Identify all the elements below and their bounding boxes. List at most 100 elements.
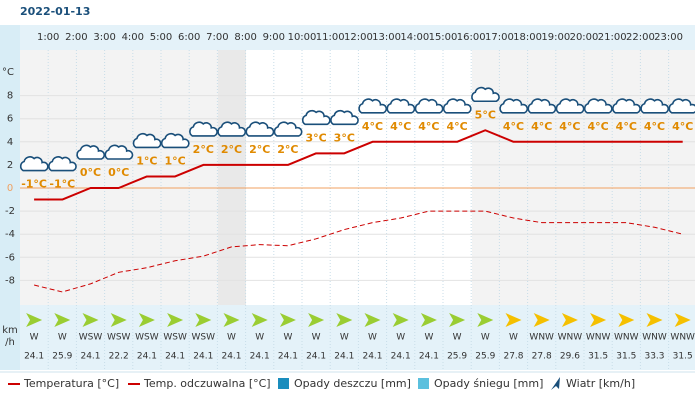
y-tick-label: -8 [5, 275, 15, 286]
legend-label: Opady śniegu [mm] [434, 377, 543, 390]
wind-speed: 33.3 [644, 352, 664, 362]
hour-label: 15:00 [429, 32, 458, 43]
wind-arrow [590, 313, 607, 327]
wind-direction: WSW [79, 333, 103, 343]
y-tick-label: 0 [7, 183, 13, 194]
cloud-icon [358, 98, 388, 114]
wind-arrow [561, 313, 578, 327]
dawn-bg [218, 50, 246, 305]
wind-arrow [674, 313, 691, 327]
cloud-icon [273, 121, 303, 137]
temp-label: 4°C [503, 120, 524, 133]
cloud-icon [160, 133, 190, 149]
date: 2022-01-13 [20, 5, 90, 18]
temp-label: 5°C [475, 108, 496, 121]
wind-arrow [477, 313, 494, 327]
y-tick-label: -4 [5, 229, 15, 240]
wind-arrow [336, 313, 353, 327]
wind-speed: 24.1 [221, 352, 241, 362]
hour-label: 14:00 [400, 32, 429, 43]
temp-label: 4°C [616, 120, 637, 133]
legend-swatch [551, 377, 560, 390]
cloud-icon [386, 98, 416, 114]
wind-direction: W [283, 333, 292, 343]
hour-label: 10:00 [288, 32, 317, 43]
y-tick-label: 2 [7, 160, 13, 171]
wind-direction: W [453, 333, 462, 343]
y-tick-label: 6 [7, 114, 13, 125]
wind-direction: WSW [163, 333, 187, 343]
temp-label: 4°C [390, 120, 411, 133]
wind-speed: 25.9 [447, 352, 467, 362]
wind-speed: 27.8 [503, 352, 523, 362]
wind-speed: 31.5 [616, 352, 636, 362]
legend-swatch [418, 378, 429, 389]
hour-label: 20:00 [570, 32, 599, 43]
hours-bg [0, 25, 695, 50]
hour-label: 4:00 [122, 32, 144, 43]
wind-direction: WNW [586, 333, 611, 343]
temp-label: 4°C [559, 120, 580, 133]
hour-label: 18:00 [513, 32, 542, 43]
temp-label: 2°C [221, 143, 242, 156]
legend-label: Temperatura [°C] [23, 377, 119, 390]
wind-speed: 24.1 [362, 352, 382, 362]
temp-label: 4°C [531, 120, 552, 133]
hour-label: 19:00 [541, 32, 570, 43]
cloud-icon [442, 98, 472, 114]
cloud-icon [76, 144, 106, 160]
hour-label: 17:00 [485, 32, 514, 43]
wind-direction: WNW [558, 333, 583, 343]
temp-label: 3°C [334, 131, 355, 144]
cloud-icon [48, 156, 77, 172]
cloud-icon [583, 98, 613, 114]
wind-direction: W [509, 333, 518, 343]
temp-label: 2°C [193, 143, 214, 156]
y-axis-label: °C [2, 67, 14, 78]
y-tick-label: 8 [7, 91, 13, 102]
wind-arrow [26, 313, 43, 327]
cloud-icon [414, 98, 444, 114]
temp-label: 1°C [136, 154, 157, 167]
wind-direction: W [340, 333, 349, 343]
cloud-icon [527, 98, 557, 114]
wind-speed: 24.1 [306, 352, 326, 362]
temp-label: 2°C [277, 143, 298, 156]
wind-speed: 24.1 [193, 352, 213, 362]
wind-speed: 22.2 [109, 352, 129, 362]
hour-label: 1:00 [37, 32, 59, 43]
wind-direction: W [30, 333, 39, 343]
wind-speed: 24.1 [419, 352, 439, 362]
wind-direction: WNW [529, 333, 554, 343]
cloud-icon [245, 121, 275, 137]
wind-unit: km [2, 325, 18, 336]
wind-arrow [646, 313, 663, 327]
hour-label: 6:00 [178, 32, 200, 43]
wind-speed: 27.8 [532, 352, 552, 362]
temp-label: -1°C [21, 178, 47, 191]
wind-arrow [618, 313, 635, 327]
wind-direction: W [58, 333, 67, 343]
wind-direction: WNW [670, 333, 695, 343]
wind-direction: WNW [614, 333, 639, 343]
cloud-icon [301, 109, 331, 126]
hour-label: 7:00 [206, 32, 228, 43]
temp-label: 1°C [164, 154, 185, 167]
wind-direction: W [424, 333, 433, 343]
wind-direction: W [227, 333, 236, 343]
temp-label: 2°C [249, 143, 270, 156]
wind-direction: W [255, 333, 264, 343]
hour-label: 21:00 [598, 32, 627, 43]
header-bg [0, 0, 695, 25]
wind-arrow [110, 313, 127, 327]
y-tick-label: -2 [5, 206, 15, 217]
wind-arrow [82, 313, 99, 327]
wind-arrow [195, 313, 212, 327]
cloud-icon [217, 121, 247, 137]
axis-strip [0, 25, 20, 370]
temp-label: -1°C [49, 178, 75, 191]
cloud-icon [104, 144, 134, 160]
wind-direction: W [312, 333, 321, 343]
temp-label: 0°C [108, 166, 129, 179]
wind-arrow [251, 313, 268, 327]
